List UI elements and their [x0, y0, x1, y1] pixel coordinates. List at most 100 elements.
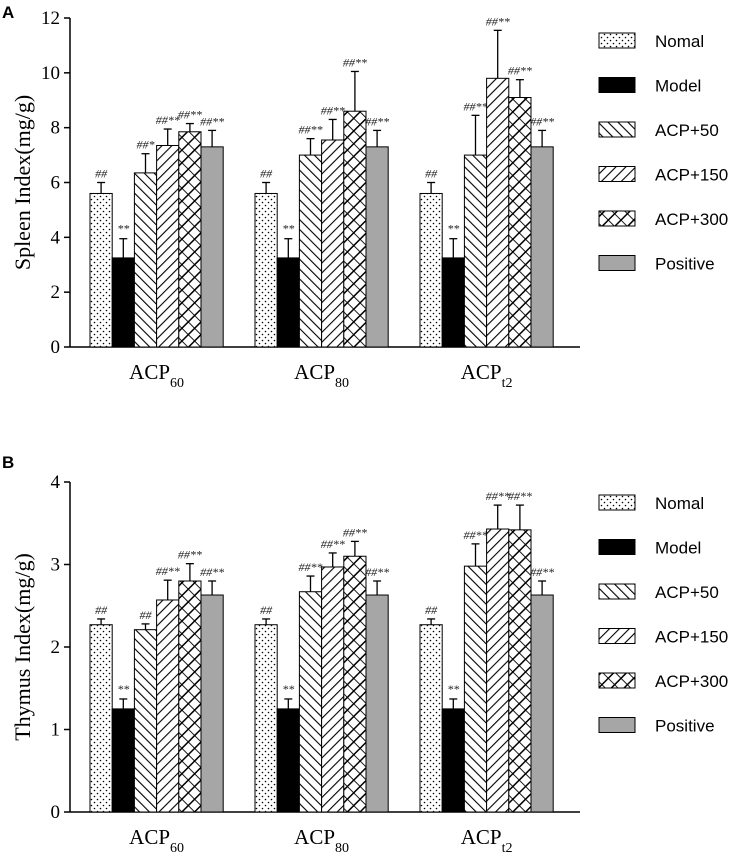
significance-label: ##	[95, 603, 108, 617]
bar	[254, 624, 278, 813]
legend-label: ACP+150	[655, 166, 728, 185]
x-category-label: ACP60	[129, 360, 184, 391]
significance-label: ##**	[464, 528, 488, 542]
significance-label: ##**	[464, 99, 488, 113]
y-axis-label: Spleen Index(mg/g)	[10, 95, 35, 270]
bar	[156, 144, 180, 348]
legend-label: ACP+50	[655, 121, 719, 140]
bar	[276, 257, 300, 348]
significance-label: ##**	[508, 489, 532, 503]
bar	[156, 599, 180, 813]
x-category-label: ACPt2	[461, 360, 513, 391]
bar	[419, 192, 443, 348]
significance-label: ##**	[299, 560, 323, 574]
legend-swatch	[598, 166, 636, 182]
legend-swatch	[598, 628, 636, 644]
bar	[365, 146, 389, 348]
significance-label: ##**	[299, 123, 323, 137]
legend-label: Nomal	[655, 494, 704, 513]
bar	[178, 131, 202, 348]
bar	[486, 77, 510, 348]
legend-label: ACP+150	[655, 628, 728, 647]
bar	[508, 97, 532, 348]
bar	[111, 257, 135, 348]
significance-label: ##**	[508, 64, 532, 78]
significance-label: ##**	[156, 564, 180, 578]
bar	[298, 591, 323, 813]
significance-label: ##**	[178, 548, 202, 562]
x-category-label: ACP60	[129, 825, 184, 852]
legend-swatch	[598, 32, 636, 49]
y-tick-label: 8	[51, 118, 61, 139]
legend-label: Nomal	[655, 32, 704, 51]
y-tick-label: 6	[51, 173, 61, 194]
legend-swatch	[598, 77, 636, 93]
bar	[178, 580, 202, 813]
legend-swatch	[598, 539, 636, 555]
significance-label: ##	[260, 603, 273, 617]
bar	[343, 110, 367, 348]
panel-letter: B	[2, 453, 14, 472]
significance-label: ##**	[530, 565, 554, 579]
significance-label: ##**	[486, 489, 510, 503]
significance-label: ##	[95, 167, 108, 181]
significance-label: ##**	[178, 108, 202, 122]
y-tick-label: 0	[51, 802, 61, 823]
legend-swatch	[598, 255, 636, 271]
legend-label: ACP+300	[655, 672, 728, 691]
significance-label: ##	[425, 603, 438, 617]
significance-label: ##**	[156, 113, 180, 127]
bar	[463, 154, 488, 348]
significance-label: ##**	[343, 525, 367, 539]
y-tick-label: 4	[51, 227, 61, 248]
significance-label: ##	[140, 608, 153, 622]
significance-label: ##**	[486, 14, 510, 28]
bar	[530, 594, 554, 813]
y-tick-label: 10	[41, 63, 60, 84]
x-category-label: ACP80	[294, 825, 349, 852]
legend-label: Model	[655, 539, 701, 558]
y-axis-label: Thymus Index(mg/g)	[10, 553, 35, 741]
significance-label: ##	[425, 167, 438, 181]
legend-label: ACP+50	[655, 583, 719, 602]
bar	[463, 565, 488, 813]
bar	[486, 528, 510, 813]
bar	[441, 257, 465, 348]
bar	[321, 566, 345, 813]
significance-label: ##**	[365, 114, 389, 128]
significance-label: ##**	[200, 565, 224, 579]
legend-swatch	[598, 210, 636, 227]
significance-label: **	[447, 682, 459, 696]
legend-swatch	[598, 672, 636, 689]
legend-swatch	[598, 583, 636, 600]
significance-label: **	[282, 682, 294, 696]
significance-label: **	[447, 222, 459, 236]
bar	[321, 139, 345, 348]
y-tick-label: 2	[51, 282, 61, 303]
y-tick-label: 3	[51, 555, 61, 576]
x-category-label: ACPt2	[461, 825, 513, 852]
x-category-label: ACP80	[294, 360, 349, 391]
y-tick-label: 2	[51, 637, 61, 658]
legend-label: ACP+300	[655, 210, 728, 229]
y-tick-label: 1	[51, 720, 61, 741]
significance-label: ##**	[343, 55, 367, 69]
legend-swatch	[598, 717, 636, 733]
bar	[298, 154, 323, 348]
bar	[133, 629, 158, 813]
legend-label: Model	[655, 77, 701, 96]
legend-panel-a: Nomal Model ACP+50 ACP+150 ACP+300 Positive	[598, 32, 728, 274]
significance-label: **	[117, 222, 129, 236]
significance-label: ##**	[365, 565, 389, 579]
bar	[133, 172, 158, 348]
bar	[441, 708, 465, 813]
significance-label: ##	[260, 167, 273, 181]
bar	[530, 146, 554, 348]
legend-label: Positive	[655, 255, 715, 274]
bar	[276, 708, 300, 813]
significance-label: ##**	[200, 114, 224, 128]
bar	[200, 594, 224, 813]
